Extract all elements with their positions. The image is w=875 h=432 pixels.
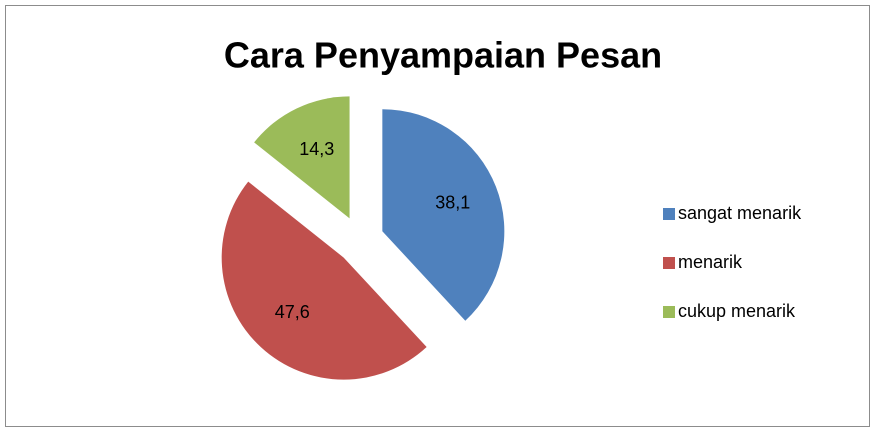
data-label: 14,3 (299, 139, 334, 159)
legend-label: menarik (678, 252, 743, 272)
legend-swatch (663, 306, 675, 318)
pie-slice (254, 96, 350, 219)
legend-swatch (663, 208, 675, 220)
data-label: 38,1 (435, 192, 470, 212)
data-label: 47,6 (275, 302, 310, 322)
legend-label: sangat menarik (678, 203, 802, 223)
pie-slice (382, 109, 505, 321)
legend-swatch (663, 257, 675, 269)
legend-label: cukup menarik (678, 301, 796, 321)
chart-title: Cara Penyampaian Pesan (224, 35, 662, 76)
pie-slice (221, 181, 427, 380)
